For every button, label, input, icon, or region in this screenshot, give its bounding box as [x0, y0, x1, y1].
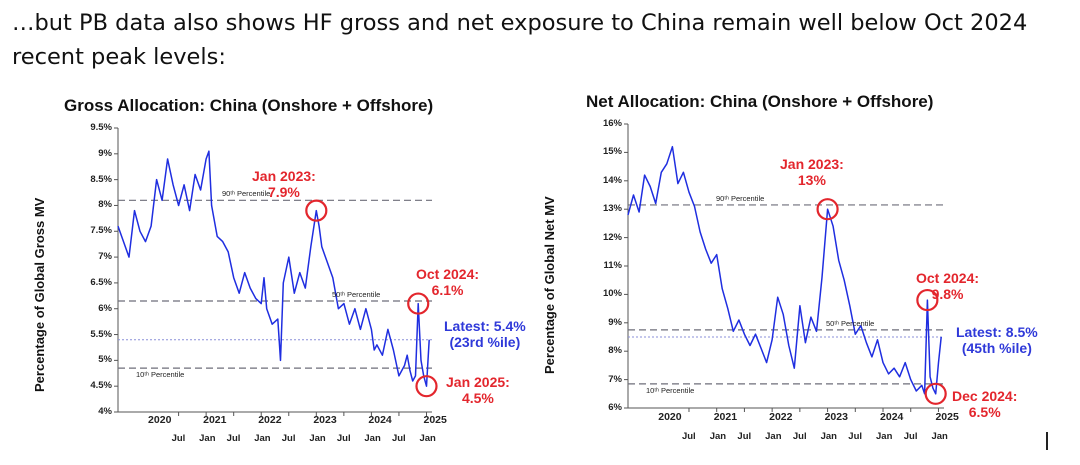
annotation-circle	[415, 375, 438, 398]
y-tick-label: 8.5%	[90, 173, 112, 185]
x-month-label: Jul	[391, 433, 406, 444]
y-tick-label: 9%	[608, 316, 622, 328]
net-annotation-jan-2023: Jan 2023: 13%	[780, 156, 844, 188]
x-month-label: Jan	[309, 433, 326, 444]
x-year-label: 2023	[313, 414, 337, 426]
x-month-label: Jan	[765, 431, 782, 442]
x-month-label: Jan	[364, 433, 381, 444]
y-tick-label: 8%	[98, 199, 112, 211]
y-tick-label: 7%	[98, 251, 112, 263]
net-annotation-oct-2024: Oct 2024: 9.8%	[916, 270, 980, 302]
y-tick-label: 7%	[608, 373, 622, 385]
percentile-label: 90ᵗʰ Percentile	[222, 189, 271, 199]
x-year-label: 2025	[423, 414, 447, 426]
x-year-label: 2023	[824, 411, 848, 423]
y-tick-label: 6%	[98, 302, 112, 314]
x-month-label: Jan	[820, 431, 837, 442]
annotation-circle	[924, 382, 947, 405]
y-tick-label: 8%	[608, 345, 622, 357]
gross-annotation-latest: Latest: 5.4% (23rd %ile)	[444, 318, 526, 350]
x-month-label: Jul	[848, 431, 863, 442]
y-tick-label: 5%	[98, 354, 112, 366]
x-month-label: Jan	[931, 431, 948, 442]
x-year-label: 2020	[658, 411, 682, 423]
x-year-label: 2021	[713, 411, 738, 423]
x-month-label: Jan	[876, 431, 893, 442]
percentile-label: 10ᵗʰ Percentile	[646, 385, 695, 395]
x-year-label: 2022	[258, 414, 282, 426]
x-month-label: Jul	[792, 431, 807, 442]
x-month-label: Jul	[681, 431, 696, 442]
x-year-label: 2024	[880, 411, 904, 423]
annotation-circle	[305, 199, 328, 222]
x-month-label: Jan	[419, 433, 436, 444]
y-tick-label: 10%	[602, 288, 622, 300]
percentile-label: 90ᵗʰ Percentile	[716, 193, 765, 203]
x-year-label: 2022	[769, 411, 793, 423]
x-year-label: 2020	[148, 414, 172, 426]
x-month-label: Jul	[226, 433, 241, 444]
y-tick-label: 9%	[98, 147, 112, 159]
y-tick-label: 14%	[602, 174, 622, 186]
gross-annotation-oct-2024: Oct 2024: 6.1%	[416, 266, 480, 298]
y-tick-label: 13%	[602, 203, 622, 215]
percentile-label: 50ᵗʰ Percentile	[826, 318, 875, 328]
x-month-label: Jul	[737, 431, 752, 442]
series-line	[117, 150, 430, 387]
x-month-label: Jul	[281, 433, 296, 444]
annotation-circle	[407, 292, 430, 315]
y-tick-label: 12%	[602, 231, 622, 243]
text-cursor	[1046, 432, 1048, 450]
gross-annotation-jan-2025: Jan 2025: 4.5%	[446, 374, 510, 406]
x-month-label: Jan	[199, 433, 216, 444]
y-tick-label: 7.5%	[90, 225, 112, 237]
x-month-label: Jan	[709, 431, 727, 442]
headline: …but PB data also shows HF gross and net…	[12, 10, 1028, 70]
x-year-label: 2024	[368, 414, 392, 426]
percentile-label: 10ᵗʰ Percentile	[136, 370, 185, 380]
series-line	[627, 145, 942, 395]
y-tick-label: 5.5%	[90, 328, 112, 340]
x-month-label: Jul	[171, 433, 186, 444]
x-month-label: Jul	[336, 433, 351, 444]
net-annotation-latest: Latest: 8.5% (45th %ile)	[956, 324, 1038, 356]
y-tick-label: 16%	[602, 118, 622, 129]
y-tick-label: 9.5%	[90, 122, 112, 133]
x-year-label: 2021	[203, 414, 227, 426]
x-month-label: Jan	[254, 433, 271, 444]
y-tick-label: 4%	[98, 406, 112, 417]
gross-chart-title: Gross Allocation: China (Onshore + Offsh…	[64, 96, 434, 115]
percentile-label: 50ᵗʰ Percentile	[332, 289, 381, 299]
x-month-label: Jul	[903, 431, 918, 442]
annotation-circle	[916, 288, 939, 312]
y-tick-label: 11%	[603, 260, 623, 271]
x-year-label: 2025	[935, 411, 959, 423]
net-chart-title: Net Allocation: China (Onshore + Offshor…	[586, 92, 934, 111]
y-tick-label: 15%	[602, 146, 622, 158]
y-tick-label: 4.5%	[90, 380, 112, 392]
y-tick-label: 6.5%	[90, 276, 112, 288]
net-annotation-dec-2024: Dec 2024: 6.5%	[952, 388, 1018, 420]
y-tick-label: 6%	[608, 402, 622, 413]
gross-annotation-jan-2023: Jan 2023: 7.9%	[252, 168, 316, 200]
annotation-circle	[816, 198, 839, 221]
